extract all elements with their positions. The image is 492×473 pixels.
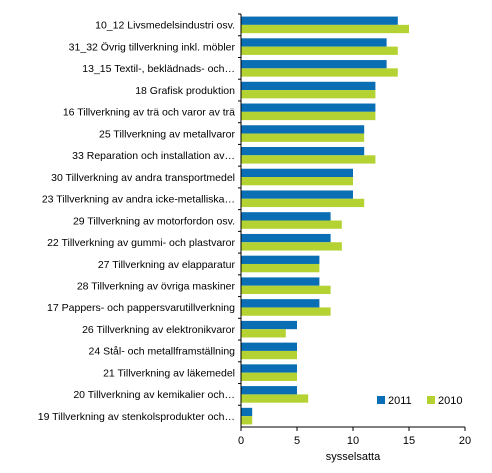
category-label: 19 Tillverkning av stenkolsprodukter och… [38, 411, 235, 423]
bar-2011 [241, 407, 253, 417]
bar-2011 [241, 233, 331, 243]
category-label: 23 Tillverkning av andra icke-metalliska… [42, 194, 235, 206]
bar-2010 [241, 307, 331, 316]
category-label: 16 Tillverkning av trä och varor av trä [63, 107, 235, 119]
category-label: 13_15 Textil-, beklädnads- och… [82, 63, 235, 75]
x-tick-label: 10 [347, 435, 359, 447]
bar-2010 [241, 24, 409, 34]
category-labels: 10_12 Livsmedelsindustri osv. 31_32 Övrig… [38, 13, 241, 423]
category-label: 20 Tillverkning av kemikalier och… [73, 389, 235, 401]
bar-2011 [241, 168, 353, 178]
bar-2011 [241, 146, 365, 156]
bar-2010 [241, 177, 353, 186]
bar-2010 [241, 111, 376, 121]
x-axis-title: sysselsatta [326, 451, 381, 463]
bar-2010 [241, 90, 376, 99]
bar-2010 [241, 350, 297, 360]
category-label: 26 Tillverkning av elektronikvaror [82, 324, 235, 336]
bars [241, 16, 409, 425]
bar-2010 [241, 394, 309, 403]
bar-2011 [241, 299, 320, 308]
bar-2010 [241, 155, 376, 164]
bar-2010 [241, 46, 398, 55]
category-label: 17 Pappers- och pappersvarutillverkning [47, 302, 235, 314]
bar-2011 [241, 320, 297, 330]
bar-2011 [241, 364, 297, 373]
bar-2011 [241, 103, 376, 112]
x-tick-label: 5 [294, 435, 300, 447]
bar-2010 [241, 68, 398, 77]
bar-2011 [241, 190, 353, 199]
category-label: 21 Tillverkning av läkemedel [103, 367, 235, 379]
bar-2010 [241, 133, 365, 142]
bar-2011 [241, 342, 297, 351]
bar-2010 [241, 242, 342, 251]
bar-2011 [241, 38, 387, 47]
bar-2011 [241, 386, 297, 395]
bar-2011 [241, 277, 320, 286]
category-label: 24 Stål- och metallframställning [89, 346, 236, 358]
bar-2010 [241, 285, 331, 295]
category-label: 28 Tillverkning av övriga maskiner [77, 281, 236, 293]
legend-label-2011: 2011 [388, 395, 412, 407]
legend: 2011 2010 [377, 395, 462, 407]
bar-2010 [241, 220, 342, 229]
bar-2011 [241, 255, 320, 264]
category-label: 33 Reparation och installation av… [72, 150, 235, 162]
bar-2011 [241, 125, 365, 134]
legend-label-2010: 2010 [438, 395, 462, 407]
bar-2010 [241, 329, 286, 338]
bar-2010 [241, 198, 365, 208]
x-axis-ticks: 0 5 10 15 20 [238, 427, 471, 447]
bar-2011 [241, 81, 376, 91]
category-label: 25 Tillverkning av metallvaror [99, 128, 235, 140]
category-label: 18 Grafisk produktion [135, 85, 235, 97]
x-tick-label: 20 [459, 435, 471, 447]
category-label: 10_12 Livsmedelsindustri osv. [95, 20, 235, 32]
bar-2010 [241, 416, 253, 425]
category-label: 27 Tillverkning av elapparatur [98, 259, 236, 271]
legend-swatch-2010 [427, 396, 435, 404]
bar-2010 [241, 372, 297, 381]
x-tick-label: 0 [238, 435, 244, 447]
bar-2011 [241, 212, 331, 221]
x-tick-label: 15 [403, 435, 415, 447]
bar-2011 [241, 60, 387, 69]
category-label: 22 Tillverkning av gummi- och plastvaror [47, 237, 235, 249]
category-label: 31_32 Övrig tillverkning inkl. möbler [69, 41, 236, 53]
bar-2011 [241, 16, 398, 25]
category-label: 30 Tillverkning av andra transportmedel [51, 172, 235, 184]
bar-2010 [241, 263, 320, 273]
category-label: 29 Tillverkning av motorfordon osv. [73, 215, 235, 227]
legend-swatch-2011 [377, 396, 385, 404]
